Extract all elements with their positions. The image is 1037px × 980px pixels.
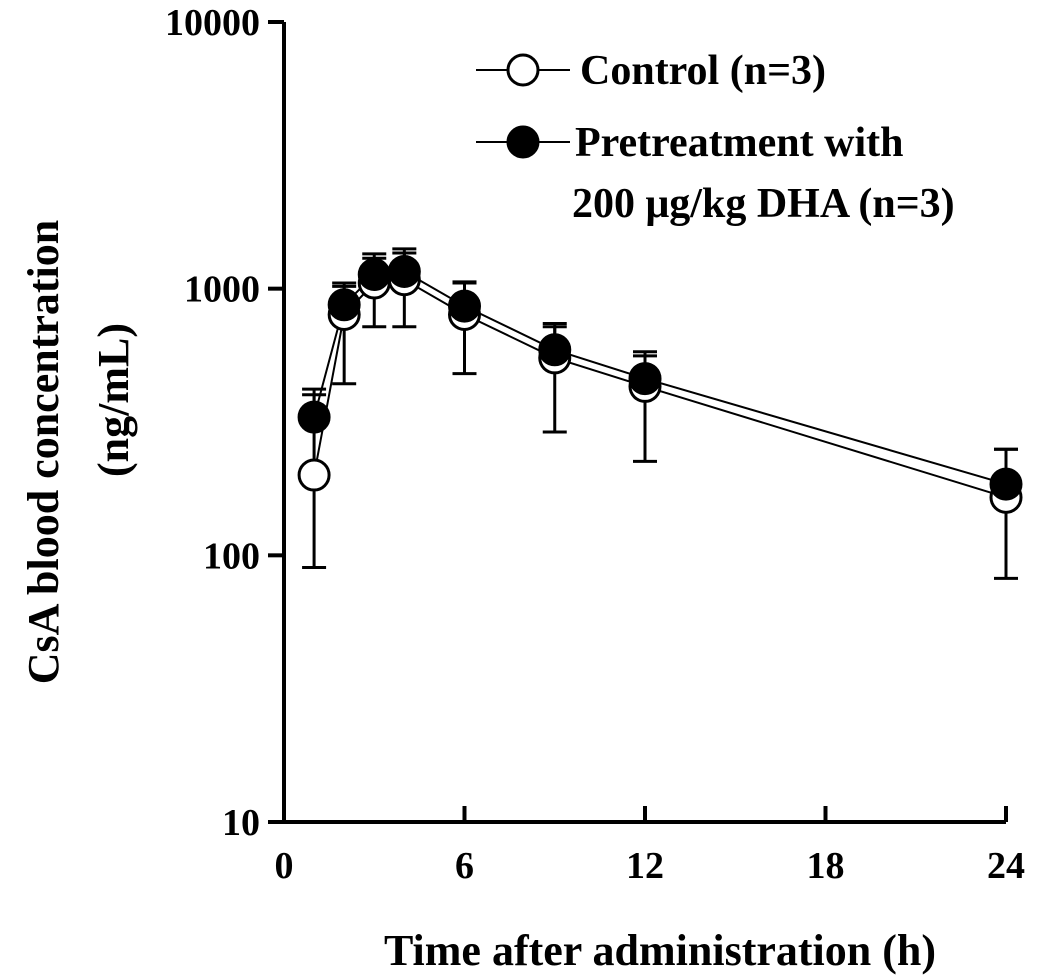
- error-bars: [302, 247, 1018, 580]
- legend-marker-open-circle-icon: [506, 53, 540, 87]
- x-axis-title: Time after administration (h): [384, 926, 936, 975]
- series-markers: [297, 254, 1023, 514]
- data-point-pretreatment: [387, 254, 421, 288]
- y-tick-label: 100: [203, 535, 260, 577]
- data-point-control: [297, 458, 331, 492]
- y-axis-unit: (ng/mL): [89, 323, 138, 477]
- x-tick-label: 12: [626, 845, 664, 887]
- y-tick-label: 10: [222, 802, 260, 844]
- x-tick-label: 6: [455, 845, 474, 887]
- y-tick-label: 10000: [165, 2, 260, 44]
- data-point-pretreatment: [448, 289, 481, 323]
- data-point-pretreatment: [357, 258, 391, 292]
- data-point-pretreatment: [989, 467, 1023, 501]
- legend-entry-control: Control (n=3): [476, 48, 826, 94]
- legend-label-pretreatment-line1: Pretreatment with: [575, 120, 904, 166]
- data-point-pretreatment: [628, 362, 662, 396]
- legend-label-control: Control (n=3): [580, 48, 826, 94]
- data-point-pretreatment: [538, 333, 572, 367]
- data-point-pretreatment: [327, 288, 361, 322]
- x-tick-label: 0: [275, 845, 294, 887]
- axis-ticks: 10 100 1000 10000 0 6 12 18 24: [165, 2, 1025, 887]
- legend-entry-pretreatment: Pretreatment with 200 μg/kg DHA (n=3): [476, 120, 955, 227]
- y-axis-title: CsA blood concentration: [19, 220, 68, 684]
- legend-marker-filled-circle-icon: [506, 125, 540, 159]
- data-point-pretreatment: [297, 400, 331, 434]
- legend-label-pretreatment-line2: 200 μg/kg DHA (n=3): [572, 181, 955, 227]
- legend: Control (n=3) Pretreatment with 200 μg/k…: [476, 48, 955, 227]
- x-tick-label: 18: [807, 845, 845, 887]
- y-tick-label: 1000: [184, 269, 260, 311]
- x-tick-label: 24: [987, 845, 1025, 887]
